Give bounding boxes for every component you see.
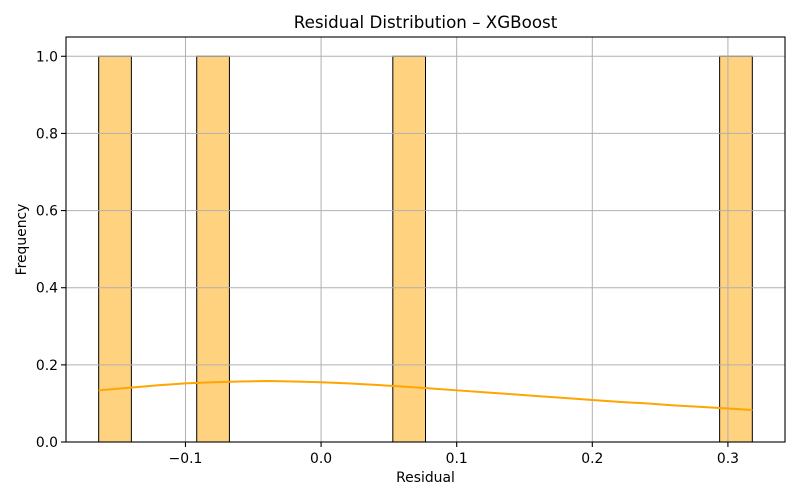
x-tick-label: 0.0 xyxy=(310,451,332,467)
x-tick-label: 0.3 xyxy=(717,451,739,467)
histogram-bar xyxy=(392,55,426,443)
y-tick-label: 1.0 xyxy=(36,49,58,65)
x-tick-label: 0.1 xyxy=(446,451,468,467)
ticks-layer: −0.1 0.0 0.1 0.2 0.3 0.0 0.2 0.4 0.6 0.8 1.0 xyxy=(36,49,739,467)
histogram-bar xyxy=(98,55,132,443)
x-tick-label: −0.1 xyxy=(169,451,203,467)
y-tick-label: 0.8 xyxy=(36,126,58,142)
y-axis-label: Frequency xyxy=(14,204,30,276)
axes-frame xyxy=(65,36,786,443)
kde-line xyxy=(98,380,753,411)
histogram-bar xyxy=(719,55,753,443)
y-tick-label: 0.0 xyxy=(36,435,58,451)
chart-title: Residual Distribution – XGBoost xyxy=(294,12,558,32)
y-tick-label: 0.4 xyxy=(36,281,58,297)
x-tick-label: 0.2 xyxy=(581,451,603,467)
y-tick-label: 0.6 xyxy=(36,204,58,220)
y-tick-label: 0.2 xyxy=(36,358,58,374)
histogram-bar xyxy=(196,55,230,443)
x-axis-label: Residual xyxy=(396,470,455,486)
